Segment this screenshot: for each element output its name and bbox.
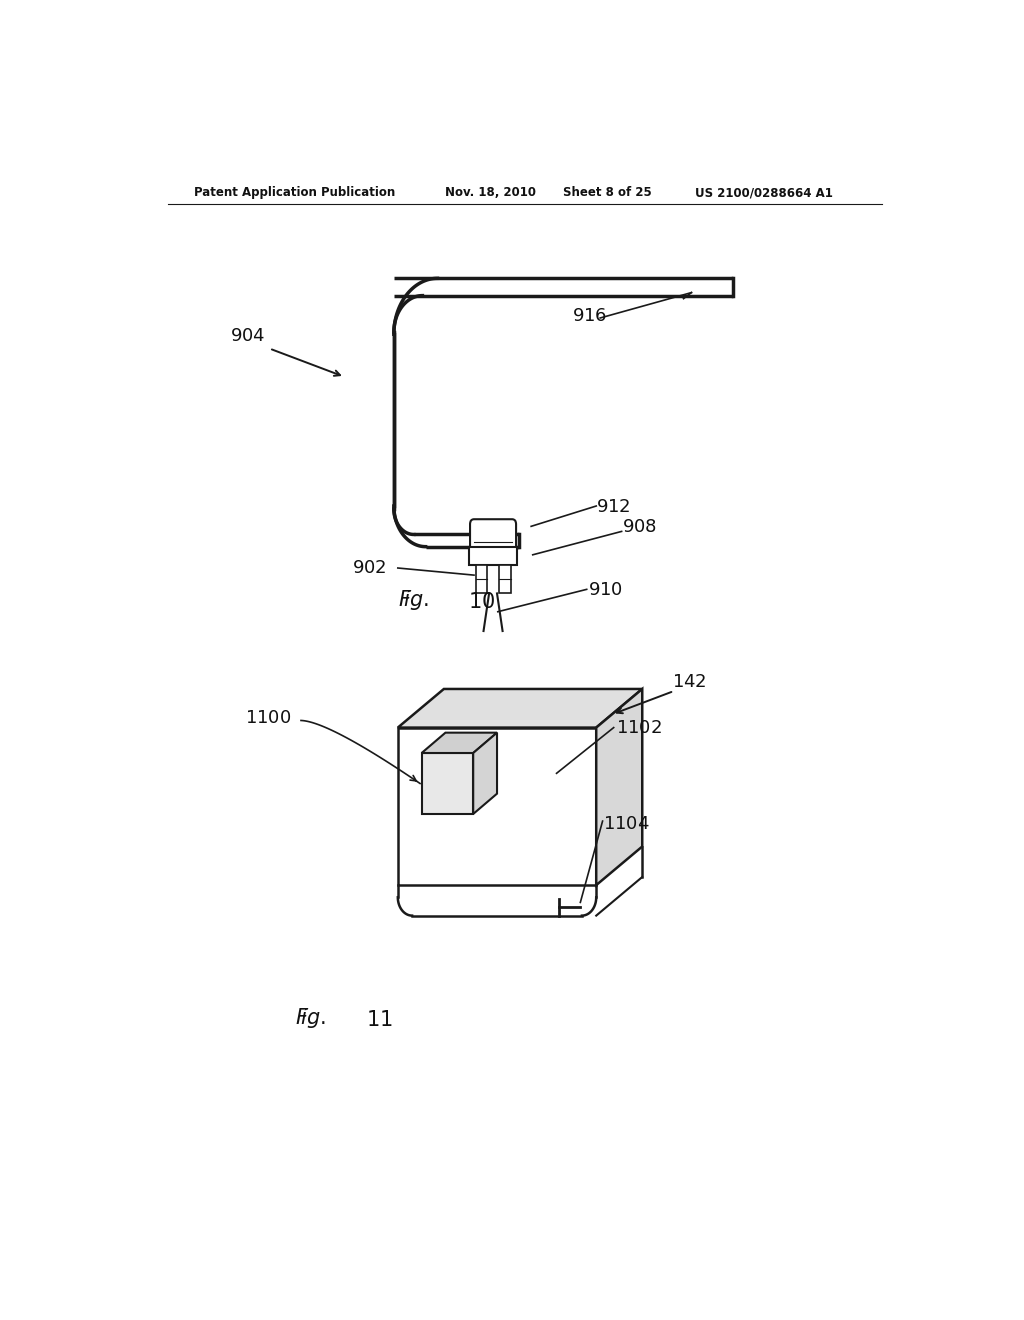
Text: $910$: $910$ (588, 581, 624, 599)
Text: $904$: $904$ (229, 327, 265, 346)
Text: US 2100/0288664 A1: US 2100/0288664 A1 (695, 186, 834, 199)
FancyBboxPatch shape (470, 519, 516, 552)
Text: $1102$: $1102$ (616, 718, 663, 737)
Bar (422, 752, 473, 814)
Text: $902$: $902$ (352, 560, 386, 577)
Text: $916$: $916$ (572, 308, 607, 325)
Text: $1104$: $1104$ (602, 816, 649, 833)
Text: $1100$: $1100$ (246, 709, 292, 726)
Text: $908$: $908$ (622, 519, 656, 536)
Text: $11$: $11$ (367, 1010, 393, 1031)
Polygon shape (422, 733, 497, 752)
Text: Patent Application Publication: Patent Application Publication (194, 186, 395, 199)
Bar (500, 565, 511, 594)
Text: $10$: $10$ (468, 591, 495, 611)
Text: $142$: $142$ (672, 673, 707, 690)
Bar (475, 565, 486, 594)
Text: $F\!\!ig.$: $F\!\!ig.$ (295, 1006, 326, 1031)
Polygon shape (473, 733, 497, 814)
Text: $912$: $912$ (596, 498, 631, 516)
Bar (469, 546, 517, 565)
Text: Nov. 18, 2010: Nov. 18, 2010 (445, 186, 537, 199)
Text: Sheet 8 of 25: Sheet 8 of 25 (563, 186, 651, 199)
Text: $F\!\!ig.$: $F\!\!ig.$ (397, 587, 428, 611)
Polygon shape (397, 689, 642, 727)
Polygon shape (596, 689, 642, 886)
Bar (397, 727, 596, 886)
